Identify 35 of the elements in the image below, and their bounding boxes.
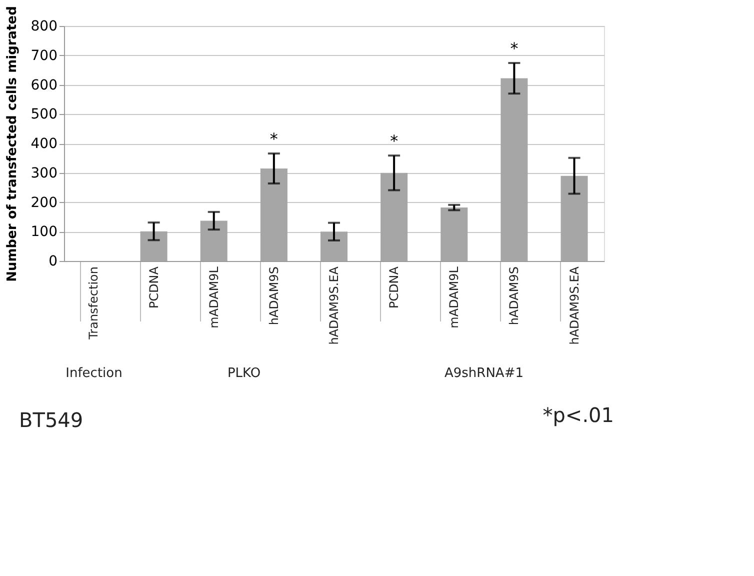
y-tick-label: 700: [30, 48, 58, 64]
x-tick-label: hADAM9S: [507, 266, 522, 326]
x-tick-label: PCDNA: [146, 266, 161, 309]
bar: [200, 220, 228, 261]
bar: [260, 168, 288, 261]
bar: [500, 78, 528, 261]
bar: [140, 231, 168, 261]
y-tick-label: 500: [30, 106, 58, 123]
x-tick-label: Transfection: [86, 266, 101, 340]
x-tick-label: PCDNA: [387, 266, 402, 309]
y-tick-label: 600: [30, 77, 58, 94]
text: A9shRNA#1: [444, 366, 524, 381]
x-tick-label: mADAM9L: [447, 266, 462, 328]
y-axis-title: Number of transfected cells migrated: [4, 6, 20, 282]
y-tick-label: 0: [48, 254, 58, 270]
bar: [320, 232, 348, 261]
data-label: *: [270, 129, 278, 148]
text: PLKO: [227, 366, 261, 381]
data-label: *: [510, 39, 518, 58]
bar: [560, 176, 588, 261]
x-tick-label: mADAM9L: [206, 266, 221, 328]
y-tick-label: 800: [30, 18, 58, 34]
text: Infection: [66, 366, 122, 381]
x-tick-label: hADAM9S: [266, 266, 281, 326]
y-tick-label: 100: [30, 224, 58, 240]
x-tick-label: hADAM9S.EA: [327, 266, 341, 345]
text: BT549: [19, 408, 84, 432]
x-tick-label: hADAM9S.EA: [567, 266, 582, 345]
data-label: *: [390, 132, 398, 151]
bar: [440, 208, 468, 261]
bar: [380, 172, 408, 261]
y-tick-label: 400: [30, 136, 58, 152]
y-tick-label: 200: [30, 194, 58, 211]
y-tick-label: 300: [30, 165, 58, 182]
text: *p<.01: [542, 403, 614, 427]
